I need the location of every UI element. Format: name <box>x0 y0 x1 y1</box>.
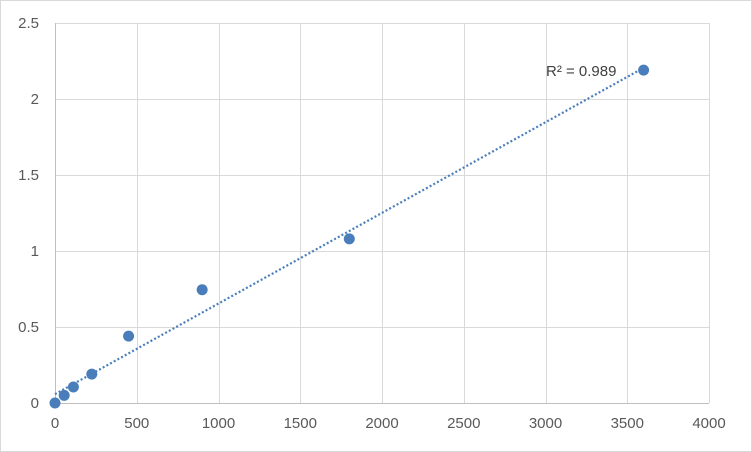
x-tick-label: 0 <box>51 415 59 432</box>
y-tick-label: 1.5 <box>18 167 39 184</box>
data-point <box>123 330 135 342</box>
y-tick-label: 0 <box>31 395 39 412</box>
x-tick-label: 1500 <box>284 415 317 432</box>
r-squared-annotation: R² = 0.989 <box>546 63 616 80</box>
trendline-layer <box>54 66 645 396</box>
x-tick-label: 1000 <box>202 415 235 432</box>
x-tick-label: 3500 <box>611 415 644 432</box>
x-tick-label: 2000 <box>365 415 398 432</box>
y-tick-label: 1 <box>31 243 39 260</box>
x-tick-labels: 0 500 1000 1500 2000 2500 3000 3500 4000 <box>51 415 726 432</box>
data-point <box>343 233 355 245</box>
x-tick-label: 4000 <box>692 415 725 432</box>
y-tick-label: 2 <box>31 91 39 108</box>
y-tick-label: 0.5 <box>18 319 39 336</box>
data-point <box>67 381 79 393</box>
data-point <box>638 64 650 76</box>
axes <box>55 23 709 404</box>
linear-trendline <box>54 66 645 396</box>
data-point <box>86 368 98 380</box>
data-point <box>196 284 208 296</box>
data-points <box>49 64 650 409</box>
data-point <box>58 389 70 401</box>
x-tick-label: 3000 <box>529 415 562 432</box>
y-tick-labels: 0 0.5 1 1.5 2 2.5 <box>18 15 39 412</box>
x-tick-label: 500 <box>124 415 149 432</box>
data-point <box>49 397 61 409</box>
y-tick-label: 2.5 <box>18 15 39 32</box>
x-tick-label: 2500 <box>447 415 480 432</box>
